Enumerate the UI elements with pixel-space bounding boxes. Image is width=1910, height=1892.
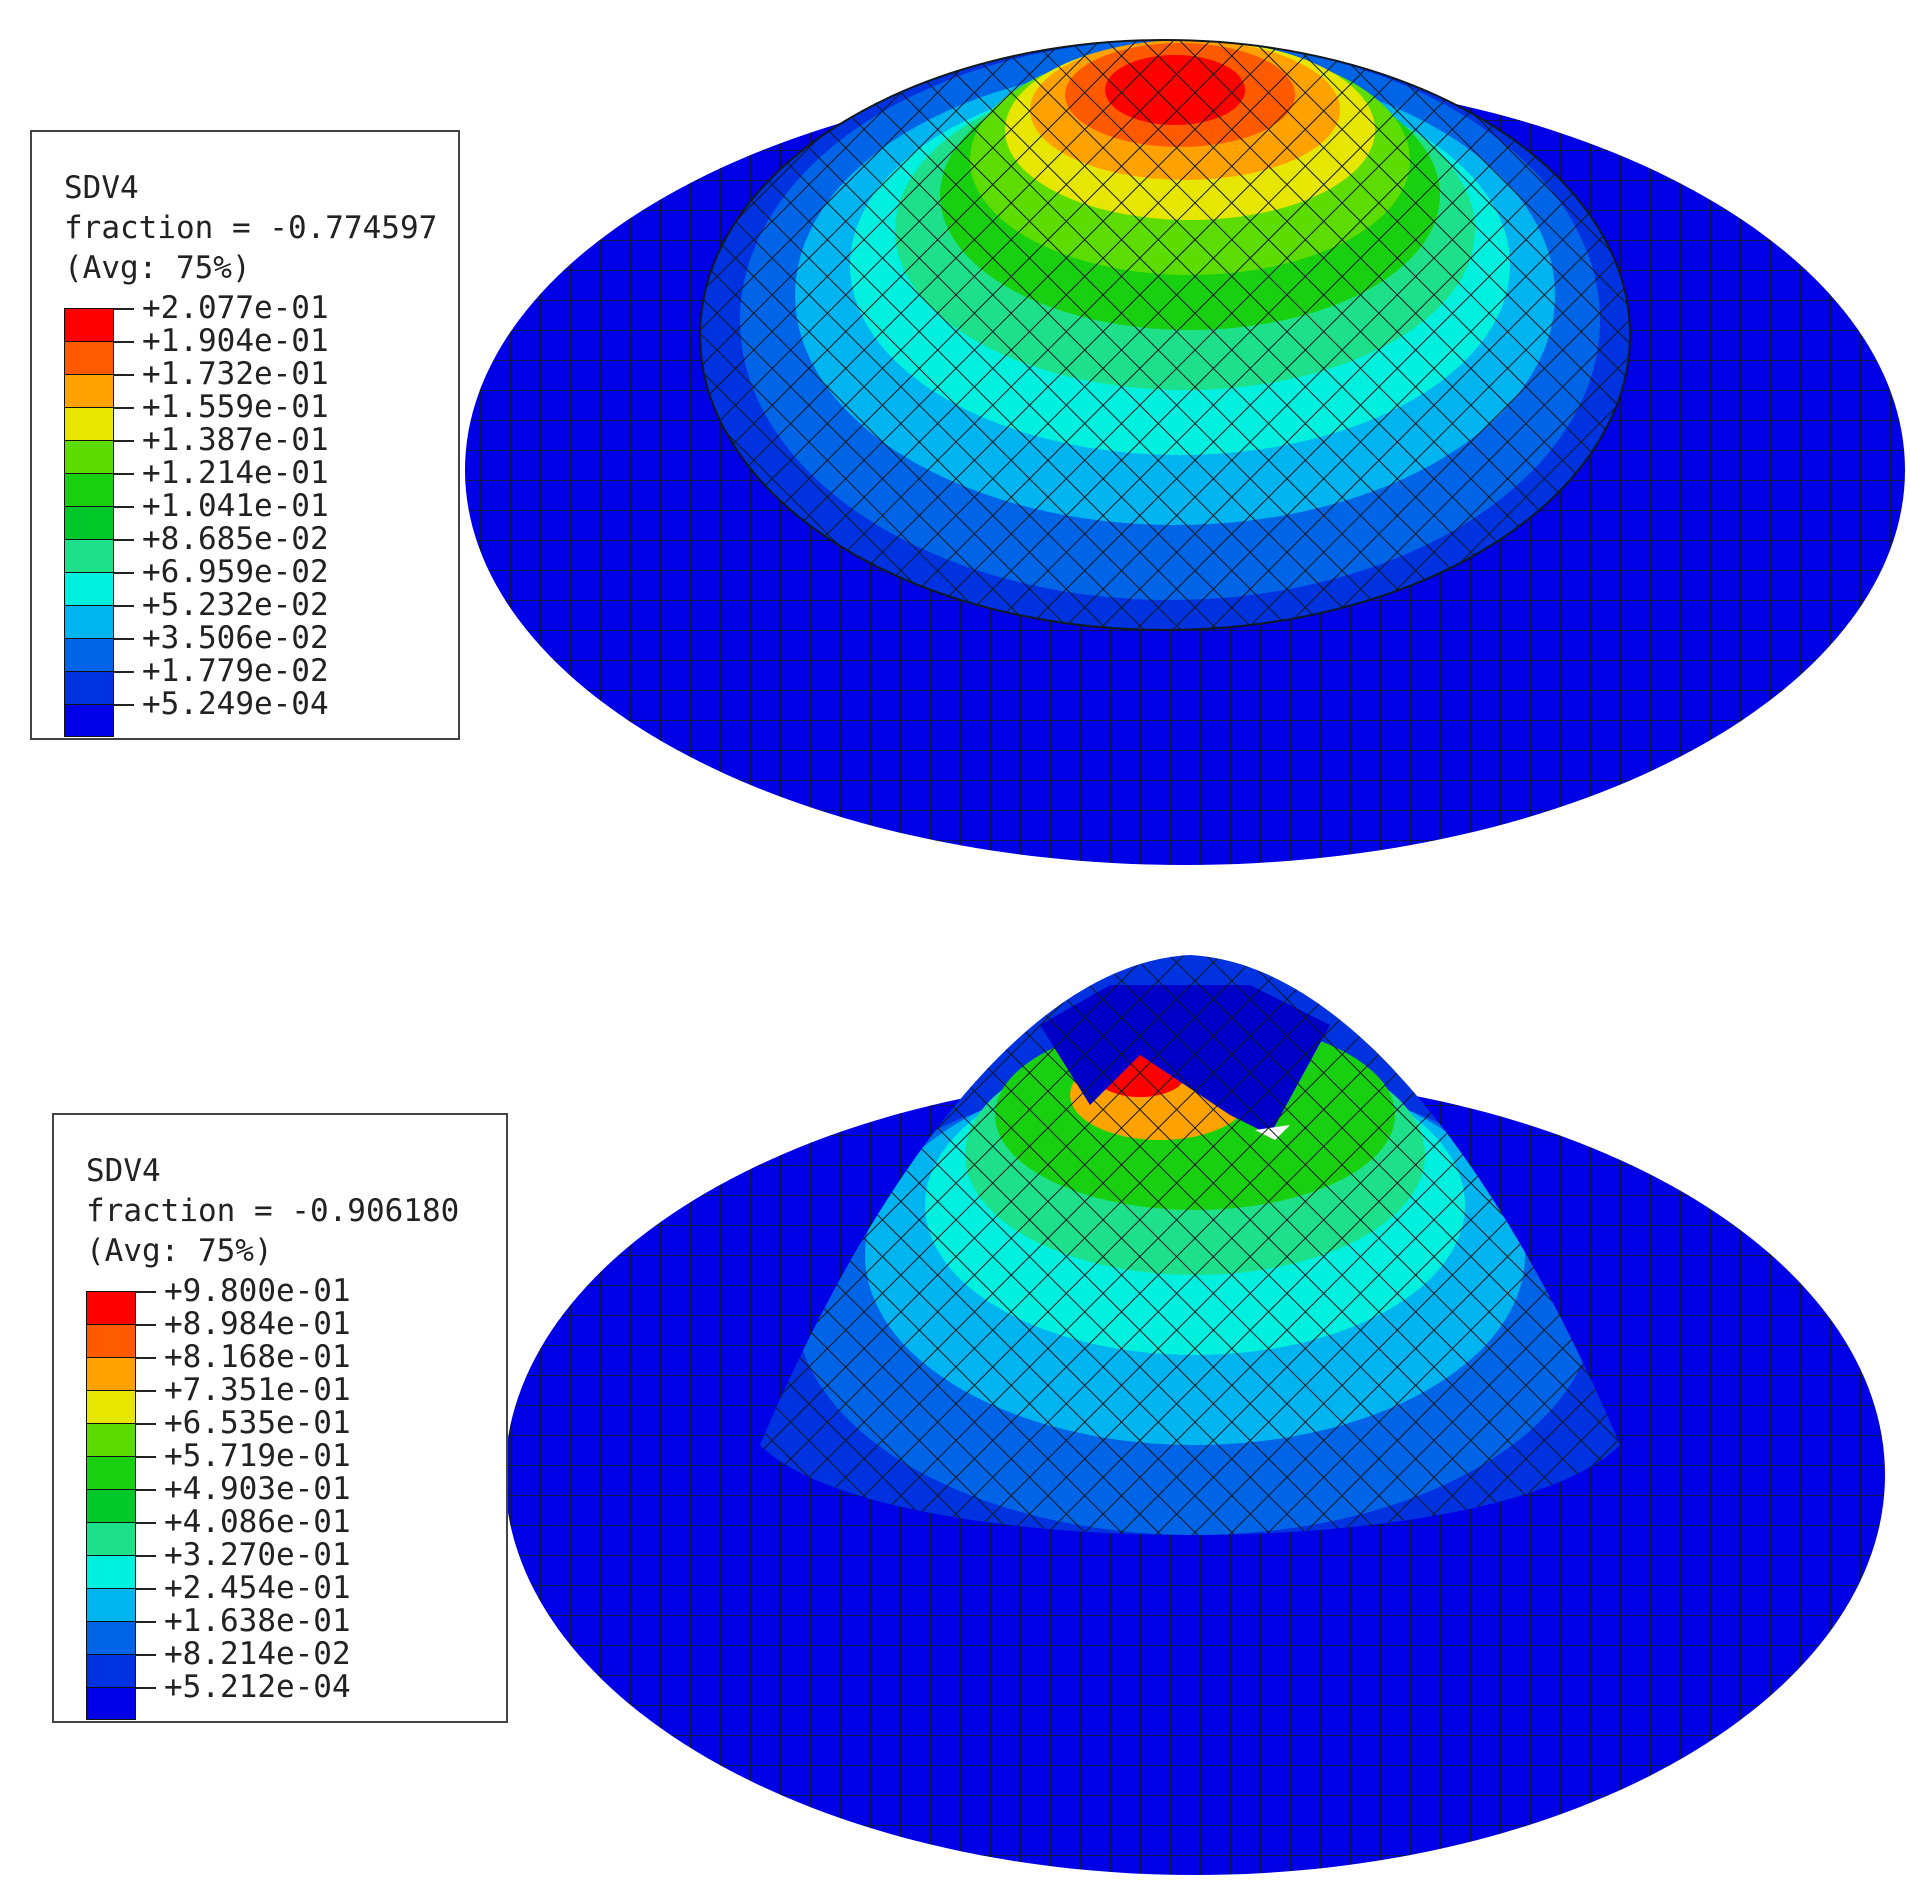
colorbar-swatch bbox=[64, 572, 114, 605]
tick-label: +9.800e-01 bbox=[136, 1275, 351, 1308]
tick-label: +8.685e-02 bbox=[114, 523, 329, 556]
legend-variable: SDV4 bbox=[64, 170, 139, 206]
colorbar-swatch bbox=[86, 1489, 136, 1522]
tick-label: +4.903e-01 bbox=[136, 1473, 351, 1506]
dome-surface bbox=[760, 955, 1620, 1535]
legend-fraction: fraction = -0.774597 bbox=[64, 210, 438, 246]
tick-label: +1.387e-01 bbox=[114, 424, 329, 457]
tick-label: +3.506e-02 bbox=[114, 622, 329, 655]
deformed-shell-mesh-top bbox=[465, 39, 1905, 865]
tick-label: +1.214e-01 bbox=[114, 457, 329, 490]
colorbar-swatch bbox=[64, 671, 114, 704]
legend-fraction: fraction = -0.906180 bbox=[86, 1193, 460, 1229]
colorbar-swatch bbox=[86, 1621, 136, 1654]
tick-label: +2.077e-01 bbox=[114, 292, 329, 325]
colorbar-swatch bbox=[64, 407, 114, 440]
tick-label: +8.984e-01 bbox=[136, 1308, 351, 1341]
color-legend: SDV4 fraction = -0.906180 (Avg: 75%) +9.… bbox=[52, 1113, 508, 1723]
tick-label: +8.214e-02 bbox=[136, 1638, 351, 1671]
colorbar-swatch bbox=[64, 605, 114, 638]
colorbar-swatch bbox=[86, 1324, 136, 1357]
colorbar-swatch bbox=[86, 1555, 136, 1588]
colorbar-swatch bbox=[64, 374, 114, 407]
tick-label: +2.454e-01 bbox=[136, 1572, 351, 1605]
colorbar-swatch bbox=[86, 1522, 136, 1555]
colorbar-swatch bbox=[64, 506, 114, 539]
colorbar-swatch bbox=[86, 1588, 136, 1621]
colorbar-swatch bbox=[64, 704, 114, 737]
colorbar bbox=[86, 1291, 136, 1720]
contour-plot-bottom: SDV4 fraction = -0.906180 (Avg: 75%) +9.… bbox=[0, 925, 1910, 1892]
colorbar-swatch bbox=[64, 473, 114, 506]
tick-label: +5.249e-04 bbox=[114, 688, 329, 721]
colorbar-swatch bbox=[86, 1357, 136, 1390]
tick-label: +3.270e-01 bbox=[136, 1539, 351, 1572]
colorbar-swatch bbox=[86, 1654, 136, 1687]
tick-label: +6.959e-02 bbox=[114, 556, 329, 589]
tick-label: +5.212e-04 bbox=[136, 1671, 351, 1704]
legend-variable: SDV4 bbox=[86, 1153, 161, 1189]
legend-averaging: (Avg: 75%) bbox=[86, 1233, 273, 1269]
colorbar-swatch bbox=[64, 341, 114, 374]
tick-label: +7.351e-01 bbox=[136, 1374, 351, 1407]
colorbar-swatch bbox=[86, 1423, 136, 1456]
colorbar-swatch bbox=[64, 308, 114, 341]
colorbar-swatch bbox=[86, 1456, 136, 1489]
tick-label: +5.232e-02 bbox=[114, 589, 329, 622]
colorbar-tick-labels: +9.800e-01 +8.984e-01 +8.168e-01 +7.351e… bbox=[136, 1275, 351, 1704]
legend-averaging: (Avg: 75%) bbox=[64, 250, 251, 286]
colorbar-swatch bbox=[86, 1687, 136, 1720]
colorbar-swatch bbox=[64, 440, 114, 473]
deformed-shell-mesh-bottom bbox=[505, 955, 1885, 1875]
tick-label: +1.041e-01 bbox=[114, 490, 329, 523]
tick-label: +4.086e-01 bbox=[136, 1506, 351, 1539]
contour-plot-top: SDV4 fraction = -0.774597 (Avg: 75%) +2.… bbox=[0, 0, 1910, 925]
tick-label: +6.535e-01 bbox=[136, 1407, 351, 1440]
tick-label: +1.638e-01 bbox=[136, 1605, 351, 1638]
colorbar bbox=[64, 308, 114, 737]
colorbar-swatch bbox=[64, 638, 114, 671]
tick-label: +1.779e-02 bbox=[114, 655, 329, 688]
colorbar-swatch bbox=[86, 1390, 136, 1423]
color-legend: SDV4 fraction = -0.774597 (Avg: 75%) +2.… bbox=[30, 130, 460, 740]
tick-label: +1.904e-01 bbox=[114, 325, 329, 358]
tick-label: +8.168e-01 bbox=[136, 1341, 351, 1374]
colorbar-swatch bbox=[86, 1291, 136, 1324]
colorbar-tick-labels: +2.077e-01 +1.904e-01 +1.732e-01 +1.559e… bbox=[114, 292, 329, 721]
tick-label: +5.719e-01 bbox=[136, 1440, 351, 1473]
tick-label: +1.559e-01 bbox=[114, 391, 329, 424]
colorbar-swatch bbox=[64, 539, 114, 572]
dome-surface bbox=[700, 40, 1630, 630]
tick-label: +1.732e-01 bbox=[114, 358, 329, 391]
